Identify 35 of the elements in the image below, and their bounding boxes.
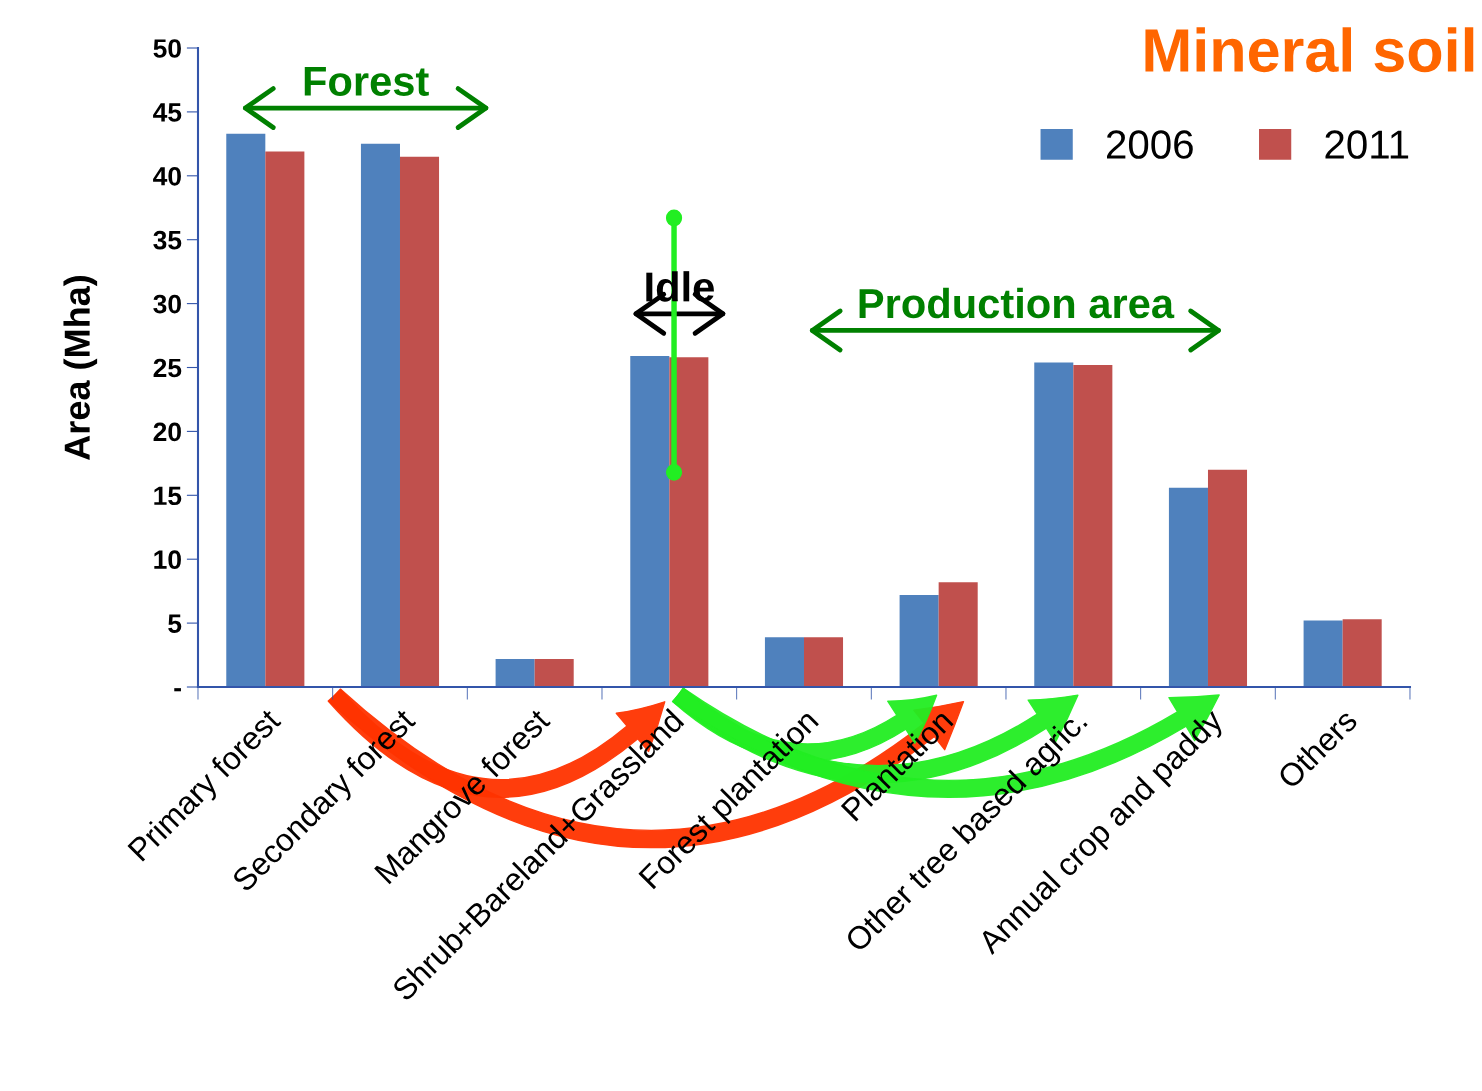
bar bbox=[899, 594, 939, 687]
y-tick-label: 35 bbox=[153, 230, 182, 250]
y-axis-title: Area (Mha) bbox=[63, 275, 98, 460]
bar bbox=[764, 637, 804, 687]
legend-label: 2006 bbox=[1107, 130, 1193, 159]
bar bbox=[399, 156, 440, 687]
bar bbox=[1303, 620, 1343, 687]
y-tick-label: 15 bbox=[154, 486, 182, 506]
y-tick-label: 30 bbox=[153, 294, 181, 314]
y-tick-label: 50 bbox=[153, 39, 181, 58]
bar bbox=[1073, 364, 1113, 687]
bar bbox=[534, 658, 574, 687]
y-tick-label: - bbox=[174, 688, 181, 692]
chart-title: Mineral soil bbox=[1145, 27, 1474, 73]
annotation: Production area bbox=[859, 287, 1175, 319]
bar bbox=[360, 143, 400, 687]
bar bbox=[226, 133, 266, 687]
y-tick-label: 20 bbox=[153, 422, 181, 442]
bar bbox=[1034, 362, 1074, 687]
bar bbox=[630, 356, 670, 687]
bar bbox=[265, 151, 305, 687]
bar bbox=[495, 658, 535, 687]
y-tick-label: 25 bbox=[153, 358, 182, 378]
y-tick-label: 40 bbox=[153, 166, 181, 186]
bar bbox=[669, 357, 709, 687]
bar bbox=[1342, 619, 1382, 687]
legend-label: 2011 bbox=[1325, 130, 1409, 159]
y-tick-label: 5 bbox=[168, 614, 182, 633]
y-tick-label: 45 bbox=[153, 103, 182, 122]
bar bbox=[1207, 469, 1248, 687]
y-tick-label: 10 bbox=[154, 550, 181, 570]
bar bbox=[803, 637, 844, 687]
bar bbox=[1168, 487, 1208, 687]
bar bbox=[938, 582, 978, 687]
annotation: Forest bbox=[304, 66, 429, 96]
